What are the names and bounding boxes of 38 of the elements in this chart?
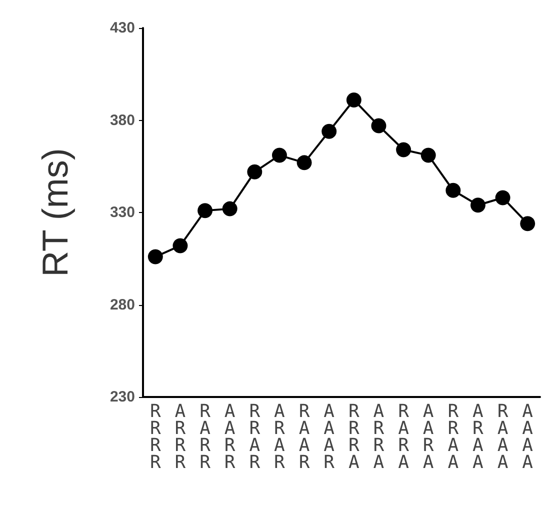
point (495, 190, 510, 206)
x-tick-label: A A A R (324, 401, 335, 473)
point (247, 164, 262, 180)
point (148, 249, 163, 264)
x-tick-label: A R A R (274, 401, 286, 473)
point (272, 148, 287, 163)
x-tick-label: A A A A (522, 401, 534, 473)
point (520, 216, 536, 232)
x-tick-label: A R R A (373, 401, 384, 473)
point (396, 142, 412, 158)
x-tick-label: A R R R (174, 401, 186, 473)
x-tick-label: R A A A (497, 401, 508, 473)
y-tick-label: 230 (110, 388, 135, 406)
x-tick-label: A A R A (422, 401, 434, 473)
y-axis-title: RT (ms) (34, 148, 76, 277)
x-tick-label: A A R R (224, 401, 236, 473)
point (346, 92, 362, 108)
point (198, 203, 213, 218)
x-tick-label: R R R A (348, 401, 360, 473)
point (371, 118, 386, 134)
x-tick-label: A R A A (472, 401, 484, 473)
point (222, 201, 238, 216)
point (322, 124, 337, 139)
point (420, 148, 436, 163)
point (296, 155, 312, 170)
x-tick-label: R A R R (200, 401, 211, 473)
x-tick-label: R R R R (150, 401, 161, 473)
x-tick-label: R A A R (298, 401, 310, 473)
y-tick-label: 430 (110, 20, 135, 36)
y-tick-label: 380 (110, 112, 135, 129)
point (470, 198, 486, 213)
y-tick-label: 280 (110, 296, 135, 314)
x-tick-label: R R A R (249, 401, 260, 473)
point (446, 182, 461, 198)
y-tick-label: 330 (110, 204, 135, 221)
point (172, 238, 188, 254)
x-tick-label: R A R A (398, 401, 410, 473)
x-tick-label: R R A A (448, 401, 459, 473)
